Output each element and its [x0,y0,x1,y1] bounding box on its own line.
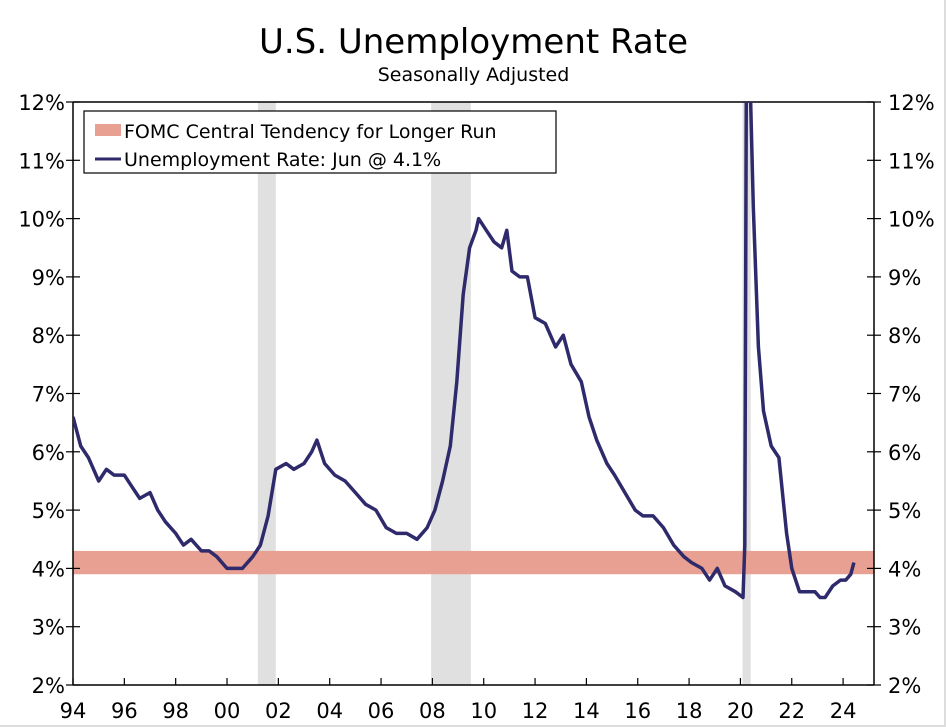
legend-box [83,110,557,174]
x-tick-label: 96 [111,699,138,723]
x-tick-label: 14 [573,699,600,723]
y-tick-label-left: 8% [32,324,65,348]
x-tick-label: 18 [676,699,703,723]
recession-band [257,102,276,685]
legend-label-band: FOMC Central Tendency for Longer Run [124,121,497,143]
x-tick-label: 16 [624,699,651,723]
y-tick-label-left: 7% [32,383,65,407]
y-tick-label-right: 10% [888,208,935,232]
x-tick-label: 06 [368,699,395,723]
y-tick-label-right: 3% [888,616,921,640]
y-tick-label-left: 4% [32,557,65,581]
legend: FOMC Central Tendency for Longer Run Une… [83,110,557,174]
y-tick-label-right: 7% [888,383,921,407]
x-tick-label: 10 [470,699,497,723]
y-tick-label-left: 10% [18,208,65,232]
y-tick-label-left: 11% [18,149,65,173]
x-tick-label: 08 [419,699,446,723]
x-tick-label: 24 [830,699,857,723]
y-tick-label-left: 9% [32,266,65,290]
y-tick-label-right: 8% [888,324,921,348]
x-tick-label: 12 [522,699,549,723]
x-tick-label: 02 [265,699,292,723]
y-tick-label-right: 2% [888,674,921,698]
y-tick-label-right: 4% [888,557,921,581]
y-tick-label-left: 6% [32,441,65,465]
chart-title: U.S. Unemployment Rate [258,22,688,62]
x-tick-label: 20 [727,699,754,723]
chart-subtitle: Seasonally Adjusted [377,64,570,86]
y-tick-label-left: 5% [32,499,65,523]
fomc-band [73,550,874,575]
x-tick-label: 94 [60,699,87,723]
y-tick-label-left: 2% [32,674,65,698]
y-tick-label-right: 6% [888,441,921,465]
recession-band [431,102,471,685]
unemployment-rate-line [73,102,856,600]
y-tick-label-right: 11% [888,149,935,173]
y-tick-label-right: 9% [888,266,921,290]
x-tick-label: 00 [214,699,241,723]
y-tick-label-left: 12% [18,91,65,115]
y-tick-label-left: 3% [32,616,65,640]
legend-label-line: Unemployment Rate: Jun @ 4.1% [124,149,441,171]
x-tick-label: 22 [778,699,805,723]
x-tick-label: 98 [162,699,189,723]
legend-swatch-band [95,124,121,136]
y-tick-label-right: 12% [888,91,935,115]
y-tick-label-right: 5% [888,499,921,523]
x-tick-label: 04 [316,699,343,723]
